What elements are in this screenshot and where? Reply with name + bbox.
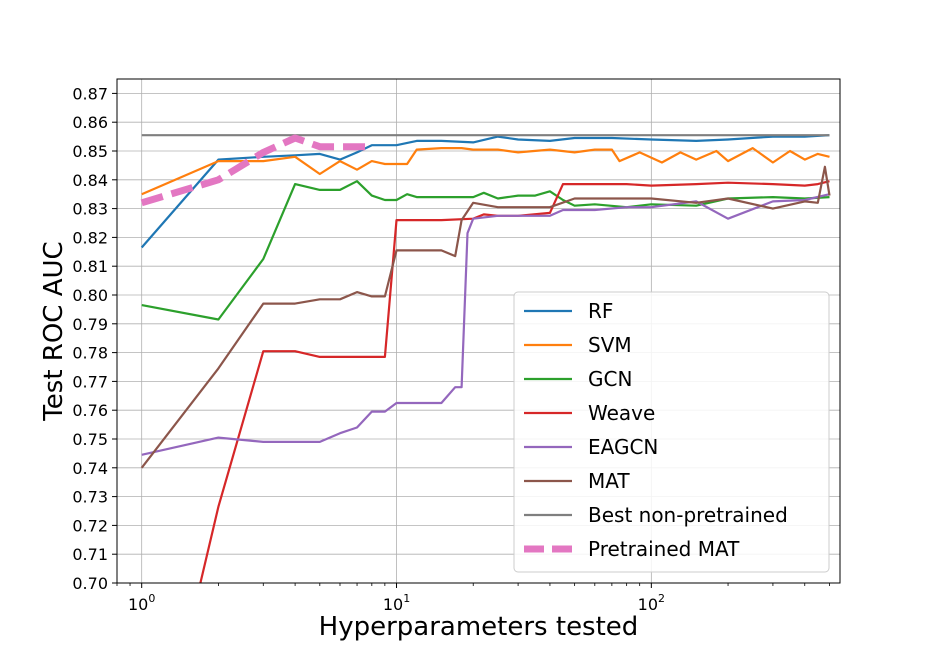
y-tick-label: 0.81 — [72, 257, 108, 276]
series-lines — [140, 134, 831, 584]
x-tick-label: 100 — [128, 592, 155, 614]
y-tick-label: 0.79 — [72, 315, 108, 334]
y-tick-label: 0.87 — [72, 84, 108, 103]
x-axis-label: Hyperparameters tested — [319, 612, 639, 642]
series-line-eagcn — [141, 193, 830, 456]
x-tick-exponent: 0 — [148, 592, 155, 605]
y-tick-label: 0.83 — [72, 200, 108, 219]
legend-label: SVM — [588, 333, 632, 357]
x-tick-exponent: 1 — [403, 592, 410, 605]
y-tick-label: 0.71 — [72, 545, 108, 564]
y-tick-label: 0.73 — [72, 488, 108, 507]
y-tick-label: 0.85 — [72, 142, 108, 161]
y-tick-label: 0.82 — [72, 228, 108, 247]
legend-label: MAT — [588, 469, 630, 493]
axis-ticks: 0.70 0.71 0.72 0.73 0.74 0.75 0.76 0.77 0.78 0.79… — [72, 84, 830, 614]
y-tick-label: 0.72 — [72, 516, 108, 535]
legend-label: Pretrained MAT — [588, 537, 740, 561]
x-tick-base: 10 — [128, 595, 148, 614]
legend-label: Weave — [588, 401, 655, 425]
y-tick-label: 0.80 — [72, 286, 108, 305]
y-tick-label: 0.70 — [72, 574, 108, 593]
series-line-svm — [141, 147, 830, 196]
legend-label: RF — [588, 299, 613, 323]
legend-frame — [513, 291, 830, 573]
series-line-mat — [140, 165, 831, 469]
x-tick-label: 101 — [383, 592, 410, 614]
x-tick-base: 10 — [638, 595, 658, 614]
y-tick-label: 0.86 — [72, 113, 108, 132]
y-axis-label: Test ROC AUC — [39, 241, 69, 421]
x-tick-base: 10 — [383, 595, 403, 614]
y-tick-label: 0.78 — [72, 344, 108, 363]
x-tick-exponent: 2 — [658, 592, 665, 605]
y-tick-label: 0.75 — [72, 430, 108, 449]
x-tick-label: 102 — [638, 592, 665, 614]
series-line-rf — [140, 134, 830, 249]
plot-frame — [116, 78, 841, 584]
legend-label: EAGCN — [588, 435, 658, 459]
legend: RF SVM GCN Weave EAGCN MAT Best non-pretrained… — [513, 291, 830, 573]
y-tick-label: 0.84 — [72, 171, 108, 190]
legend-label: GCN — [588, 367, 632, 391]
y-tick-label: 0.77 — [72, 372, 108, 391]
series-line-pretrained-mat — [140, 134, 372, 207]
y-tick-label: 0.74 — [72, 459, 108, 478]
y-tick-label: 0.76 — [72, 401, 108, 420]
legend-label: Best non-pretrained — [588, 503, 788, 527]
